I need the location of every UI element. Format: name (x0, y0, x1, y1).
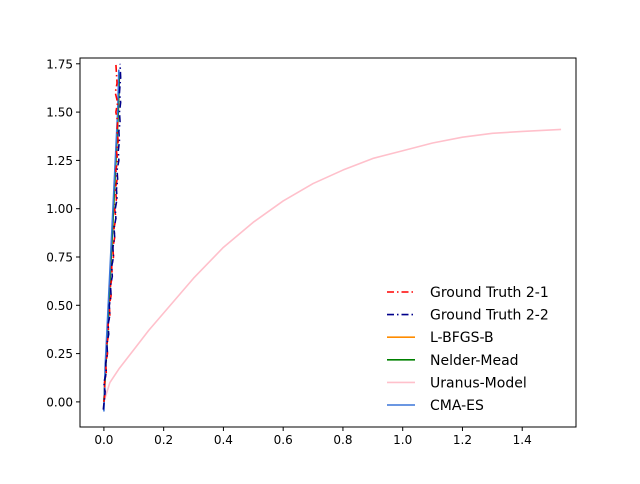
x-tick-label: 1.2 (453, 433, 472, 447)
legend-label-4: Uranus-Model (430, 375, 527, 391)
y-tick-label: 1.00 (46, 202, 73, 216)
y-tick-label: 0.50 (46, 299, 73, 313)
y-tick-label: 0.75 (46, 250, 73, 264)
y-tick-label: 1.50 (46, 106, 73, 120)
legend-label-3: Nelder-Mead (430, 353, 519, 369)
x-tick-label: 0.0 (94, 433, 113, 447)
legend-label-5: CMA-ES (430, 398, 484, 414)
legend-label-1: Ground Truth 2-2 (430, 308, 549, 324)
legend-label-2: L-BFGS-B (430, 330, 494, 346)
axes-frame (79, 57, 577, 428)
ticks-layer: 0.0 0.2 0.4 0.6 0.8 1.0 1.2 1.4 0.00 0.25 0.50 0.75… (46, 57, 531, 447)
series-line-1 (102, 63, 122, 410)
x-tick-label: 0.6 (274, 433, 293, 447)
x-tick-label: 0.8 (333, 433, 352, 447)
y-tick-label: 1.75 (46, 57, 73, 71)
x-tick-label: 0.4 (214, 433, 233, 447)
legend-label-0: Ground Truth 2-1 (430, 285, 549, 301)
y-tick-label: 1.25 (46, 154, 73, 168)
series-line-5 (103, 69, 120, 412)
x-tick-label: 1.0 (393, 433, 412, 447)
y-tick-label: 0.25 (46, 347, 73, 361)
x-tick-label: 1.4 (513, 433, 532, 447)
series-line-0 (103, 63, 120, 402)
series-layer (102, 63, 562, 412)
series-line-4 (103, 128, 562, 403)
x-tick-label: 0.2 (154, 433, 173, 447)
y-tick-label: 0.00 (46, 395, 73, 409)
legend: Ground Truth 2-1 Ground Truth 2-2 L-BFGS-B… (387, 285, 549, 414)
